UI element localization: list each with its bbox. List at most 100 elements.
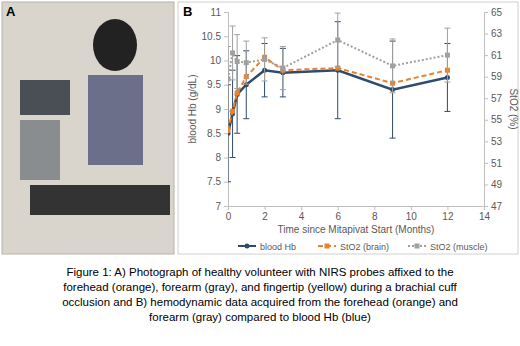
error-bar-cap xyxy=(230,157,236,158)
marker xyxy=(235,90,240,95)
tick: 61 xyxy=(484,50,503,61)
tick: 49 xyxy=(484,179,503,190)
caption-line: occlusion and B) hemodynamic data acquir… xyxy=(62,296,458,308)
legend-marker xyxy=(415,244,420,249)
tick: 0 xyxy=(226,206,232,222)
error-bar-cap xyxy=(335,13,341,14)
marker xyxy=(445,53,450,58)
error-bar-cap xyxy=(390,138,396,139)
x-axis-title: Time since Mitapivat Start (Months) xyxy=(278,224,435,235)
error-bar-cap xyxy=(262,80,268,81)
tick: 11 xyxy=(211,7,228,18)
tick-mark xyxy=(484,120,488,121)
marker xyxy=(244,60,249,65)
tick-label: 51 xyxy=(491,158,503,169)
series xyxy=(228,55,450,133)
legend-item: StO2 (brain) xyxy=(318,242,389,252)
tick-mark xyxy=(484,12,488,13)
x-axis-line xyxy=(229,207,485,211)
y2-axis-line xyxy=(485,13,489,207)
tick: 9 xyxy=(215,104,228,115)
tick-label: 8 xyxy=(372,211,378,222)
error-bar xyxy=(335,13,341,67)
y2-axis: 47495153555759616365 xyxy=(484,7,503,212)
tick: 7.5 xyxy=(207,176,228,187)
tick-mark xyxy=(484,184,488,185)
tick-label: 55 xyxy=(491,114,503,125)
tick-mark xyxy=(484,55,488,56)
photo-laptop xyxy=(20,80,70,115)
error-bar-cap xyxy=(280,46,286,47)
tick-label: 57 xyxy=(491,93,503,104)
error-bar-cap xyxy=(243,118,249,119)
tick: 6 xyxy=(335,206,341,222)
tick: 53 xyxy=(484,136,503,147)
legend: blood Hb StO2 (brain) StO2 (muscle) xyxy=(238,242,488,252)
tick-mark xyxy=(224,206,228,207)
tick-mark xyxy=(484,141,488,142)
legend-label: StO2 (muscle) xyxy=(430,242,488,252)
tick-mark xyxy=(484,98,488,99)
error-bar-cap xyxy=(243,84,249,85)
error-bar-cap xyxy=(228,181,231,182)
tick-label: 4 xyxy=(299,211,305,222)
tick: 51 xyxy=(484,158,503,169)
tick-mark xyxy=(224,12,228,13)
error-bar-cap xyxy=(262,37,268,38)
photo-placeholder xyxy=(2,2,174,254)
tick-label: 8.5 xyxy=(207,128,221,139)
error-bar-cap xyxy=(234,34,240,35)
tick: 47 xyxy=(484,201,503,212)
tick-label: 7 xyxy=(215,201,221,212)
error-bar-cap xyxy=(335,118,341,119)
error-bar-cap xyxy=(262,96,268,97)
chart-frame xyxy=(178,2,518,254)
tick-mark xyxy=(338,206,339,210)
panel-label: B xyxy=(183,4,192,19)
tick-mark xyxy=(484,34,488,35)
plot-area xyxy=(228,13,450,182)
error-bar xyxy=(444,28,450,82)
error-bar-cap xyxy=(390,38,396,39)
error-bar xyxy=(228,46,231,111)
tick: 4 xyxy=(299,206,305,222)
tick: 57 xyxy=(484,93,503,104)
caption-line: forehead (orange), forearm (gray), and f… xyxy=(63,281,457,293)
error-bar xyxy=(262,38,268,81)
tick-mark xyxy=(484,206,488,207)
tick: 10 xyxy=(210,55,228,66)
tick-mark xyxy=(374,206,375,210)
tick-label: 2 xyxy=(262,211,268,222)
series xyxy=(228,13,450,111)
marker xyxy=(335,38,340,43)
tick-mark xyxy=(411,206,412,210)
tick-mark xyxy=(224,61,228,62)
tick-mark xyxy=(301,206,302,210)
legend-marker xyxy=(325,244,330,249)
error-bar-cap xyxy=(230,26,236,27)
tick-label: 7.5 xyxy=(207,176,221,187)
error-bar-cap xyxy=(444,82,450,83)
tick-label: 8 xyxy=(215,152,221,163)
error-bar-cap xyxy=(243,41,249,42)
legend-item: blood Hb xyxy=(238,242,296,252)
y-axis-title: blood Hb (g/dL) xyxy=(187,75,198,144)
tick-mark xyxy=(224,36,228,37)
tick: 12 xyxy=(442,206,454,222)
tick-label: 49 xyxy=(491,179,503,190)
tick-label: 12 xyxy=(442,211,454,222)
legend-item: StO2 (muscle) xyxy=(408,242,488,252)
tick-mark xyxy=(224,109,228,110)
tick: 2 xyxy=(262,206,268,222)
tick-label: 10 xyxy=(406,211,418,222)
tick-label: 0 xyxy=(226,211,232,222)
y-axis-line xyxy=(224,13,229,207)
error-bar xyxy=(230,26,236,80)
marker xyxy=(280,66,285,71)
error-bar-cap xyxy=(335,66,341,67)
photo-device xyxy=(20,120,60,180)
tick-mark xyxy=(265,206,266,210)
tick-label: 9 xyxy=(215,104,221,115)
photo-head xyxy=(93,19,137,71)
tick-label: 61 xyxy=(491,50,503,61)
